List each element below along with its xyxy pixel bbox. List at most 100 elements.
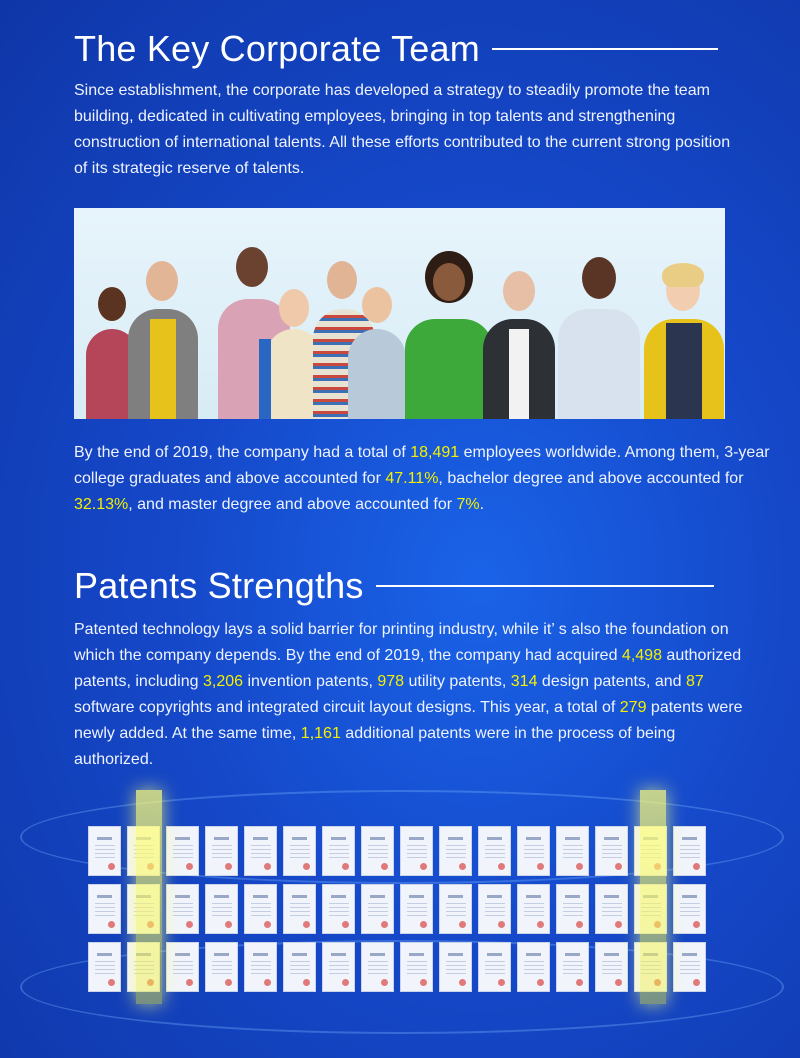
patent-certificate (166, 826, 199, 876)
software-copyrights-count: 87 (686, 673, 704, 690)
patent-certificate (322, 942, 355, 992)
patents-text-7: patents were newly added. At the same ti… (74, 699, 743, 742)
seal-icon (303, 863, 310, 870)
certificate-row (88, 826, 712, 876)
decorative-ring (20, 790, 784, 884)
patent-certificate (283, 826, 316, 876)
seal-icon (303, 921, 310, 928)
team-section: The Key Corporate Team Since establishme… (74, 28, 744, 182)
patent-certificate (439, 884, 472, 934)
person-figure (554, 249, 644, 419)
seal-icon (303, 979, 310, 986)
seal-icon (615, 921, 622, 928)
stats-text-4: , and master degree and above accounted … (128, 496, 457, 513)
person-figure (644, 259, 724, 419)
seal-icon (498, 979, 505, 986)
patent-certificate (322, 826, 355, 876)
patents-text-8: additional patents were in the process o… (74, 725, 676, 768)
stats-text-3: , bachelor degree and above accounted fo… (438, 470, 744, 487)
seal-icon (225, 863, 232, 870)
patent-certificate (439, 942, 472, 992)
team-title-row: The Key Corporate Team (74, 28, 744, 70)
seal-icon (381, 863, 388, 870)
patent-certificate (400, 826, 433, 876)
patents-text-3: invention patents, (243, 673, 378, 690)
patent-certificate (595, 826, 628, 876)
seal-icon (225, 979, 232, 986)
patent-certificate (322, 884, 355, 934)
patents-title-row: Patents Strengths (74, 565, 744, 607)
design-patents-count: 314 (510, 673, 538, 690)
patent-certificate (478, 942, 511, 992)
patent-certificate (244, 884, 277, 934)
certificate-row (88, 942, 712, 992)
team-photo (74, 208, 725, 419)
patent-certificate (595, 884, 628, 934)
seal-icon (264, 921, 271, 928)
employees-count: 18,491 (410, 444, 460, 461)
seal-icon (342, 921, 349, 928)
seal-icon (615, 979, 622, 986)
seal-icon (381, 979, 388, 986)
team-intro-text: Since establishment, the corporate has d… (74, 82, 731, 177)
light-beam-left (136, 790, 162, 1004)
utility-patents-count: 978 (377, 673, 405, 690)
seal-icon (264, 979, 271, 986)
seal-icon (186, 863, 193, 870)
seal-icon (693, 921, 700, 928)
seal-icon (537, 979, 544, 986)
seal-icon (576, 863, 583, 870)
patent-certificate (88, 826, 121, 876)
patents-text: Patented technology lays a solid barrier… (74, 617, 744, 773)
patent-certificate (673, 942, 706, 992)
team-title: The Key Corporate Team (74, 28, 480, 69)
seal-icon (420, 863, 427, 870)
patent-certificate (244, 826, 277, 876)
invention-patents-count: 3,206 (202, 673, 244, 690)
certificate-row (88, 884, 712, 934)
seal-icon (537, 863, 544, 870)
title-divider-line (375, 585, 714, 587)
patents-text-4: utility patents, (404, 673, 511, 690)
patents-text-6: software copyrights and integrated circu… (74, 699, 620, 716)
patents-text-2: authorized patents, including (74, 647, 742, 690)
patent-certificate (556, 826, 589, 876)
seal-icon (498, 863, 505, 870)
patent-certificate (88, 942, 121, 992)
team-stats-text: By the end of 2019, the company had a to… (74, 440, 774, 518)
patent-certificate (673, 884, 706, 934)
seal-icon (459, 979, 466, 986)
seal-icon (459, 863, 466, 870)
seal-icon (342, 863, 349, 870)
seal-icon (537, 921, 544, 928)
college-percentage: 47.11% (385, 470, 439, 487)
patent-certificate (400, 942, 433, 992)
patent-certificate (166, 884, 199, 934)
master-percentage: 7% (456, 496, 480, 513)
patent-certificate (361, 942, 394, 992)
patent-certificate (439, 826, 472, 876)
seal-icon (108, 921, 115, 928)
authorized-patents-count: 4,498 (621, 647, 662, 664)
seal-icon (693, 979, 700, 986)
patent-certificate (517, 942, 550, 992)
pending-patents-count: 1,161 (300, 725, 341, 742)
patent-certificate (361, 884, 394, 934)
patent-certificate (517, 826, 550, 876)
seal-icon (264, 863, 271, 870)
patent-certificate (88, 884, 121, 934)
seal-icon (693, 863, 700, 870)
patent-certificate (400, 884, 433, 934)
patent-certificate (205, 942, 238, 992)
seal-icon (459, 921, 466, 928)
person-figure (479, 259, 559, 419)
seal-icon (108, 863, 115, 870)
seal-icon (615, 863, 622, 870)
seal-icon (576, 979, 583, 986)
patent-certificate (205, 826, 238, 876)
patent-certificate (244, 942, 277, 992)
patent-certificate (673, 826, 706, 876)
seal-icon (108, 979, 115, 986)
patent-certificate (478, 826, 511, 876)
seal-icon (498, 921, 505, 928)
